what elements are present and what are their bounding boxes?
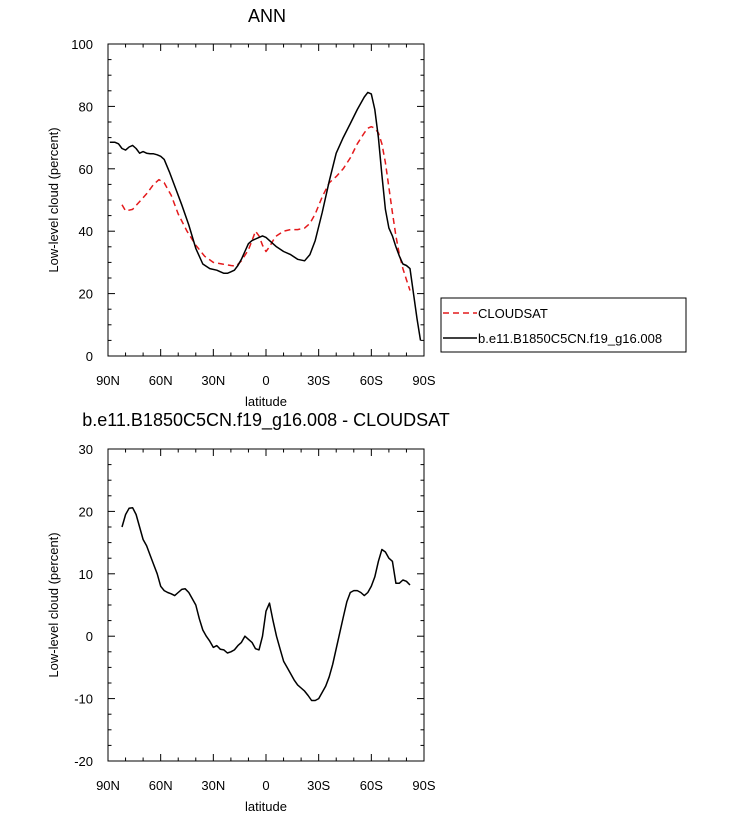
bottom-ytick-label: 30 bbox=[79, 442, 93, 457]
bottom-ticks bbox=[107, 448, 425, 762]
bottom-xtick-label: 60S bbox=[360, 778, 383, 793]
top-title: ANN bbox=[248, 6, 286, 26]
bottom-xtick-label: 0 bbox=[262, 778, 269, 793]
top-plot-area bbox=[107, 43, 425, 357]
top-xtick-label: 90N bbox=[96, 373, 120, 388]
top-plot-frame bbox=[107, 43, 425, 357]
panel-top: ANN 0 20 40 60 80 100 90N 60N 30N 0 30S 60S 90S lat… bbox=[46, 6, 687, 409]
bottom-title: b.e11.B1850C5CN.f19_g16.008 - CLOUDSAT bbox=[82, 410, 450, 431]
bottom-ytick-label: 0 bbox=[86, 629, 93, 644]
bottom-ytick-labels: -20 -10 0 10 20 30 bbox=[74, 442, 93, 769]
bottom-ytick-label: 20 bbox=[79, 504, 93, 519]
top-ytick-label: 20 bbox=[79, 287, 93, 302]
bottom-plot-frame bbox=[107, 448, 425, 762]
bottom-ytick-label: 10 bbox=[79, 567, 93, 582]
top-ytick-label: 100 bbox=[71, 37, 93, 52]
top-ytick-label: 40 bbox=[79, 224, 93, 239]
top-xtick-label: 90S bbox=[412, 373, 435, 388]
legend-box bbox=[440, 297, 687, 353]
top-xtick-labels: 90N 60N 30N 0 30S 60S 90S bbox=[96, 373, 436, 388]
top-xtick-label: 0 bbox=[262, 373, 269, 388]
bottom-xtick-label: 60N bbox=[149, 778, 173, 793]
bottom-xtick-label: 30N bbox=[201, 778, 225, 793]
bottom-xtick-label: 30S bbox=[307, 778, 330, 793]
legend-label-model: b.e11.B1850C5CN.f19_g16.008 bbox=[478, 331, 662, 346]
top-series bbox=[109, 91, 422, 341]
top-xtick-label: 30S bbox=[307, 373, 330, 388]
bottom-xtick-labels: 90N 60N 30N 0 30S 60S 90S bbox=[96, 778, 436, 793]
bottom-x-axis-label: latitude bbox=[245, 799, 287, 814]
top-x-axis-label: latitude bbox=[245, 394, 287, 409]
top-series-line-1 bbox=[109, 91, 422, 341]
legend-label-cloudsat: CLOUDSAT bbox=[478, 306, 548, 321]
bottom-series-line-0 bbox=[121, 506, 411, 702]
panel-bottom: b.e11.B1850C5CN.f19_g16.008 - CLOUDSAT -… bbox=[46, 410, 450, 814]
bottom-xtick-label: 90N bbox=[96, 778, 120, 793]
bottom-plot-area bbox=[107, 448, 425, 762]
top-xtick-label: 60N bbox=[149, 373, 173, 388]
top-ytick-label: 60 bbox=[79, 162, 93, 177]
bottom-ytick-label: -20 bbox=[74, 754, 93, 769]
bottom-series bbox=[121, 506, 411, 702]
top-ytick-label: 80 bbox=[79, 99, 93, 114]
bottom-ytick-label: -10 bbox=[74, 692, 93, 707]
top-y-axis-label: Low-level cloud (percent) bbox=[46, 127, 61, 272]
top-xtick-label: 30N bbox=[201, 373, 225, 388]
top-ytick-label: 0 bbox=[86, 349, 93, 364]
top-xtick-label: 60S bbox=[360, 373, 383, 388]
top-ytick-labels: 0 20 40 60 80 100 bbox=[71, 37, 93, 364]
top-ticks bbox=[107, 43, 425, 357]
legend: CLOUDSAT b.e11.B1850C5CN.f19_g16.008 bbox=[440, 297, 687, 353]
bottom-xtick-label: 90S bbox=[412, 778, 435, 793]
bottom-y-axis-label: Low-level cloud (percent) bbox=[46, 532, 61, 677]
top-series-line-0 bbox=[121, 125, 411, 291]
